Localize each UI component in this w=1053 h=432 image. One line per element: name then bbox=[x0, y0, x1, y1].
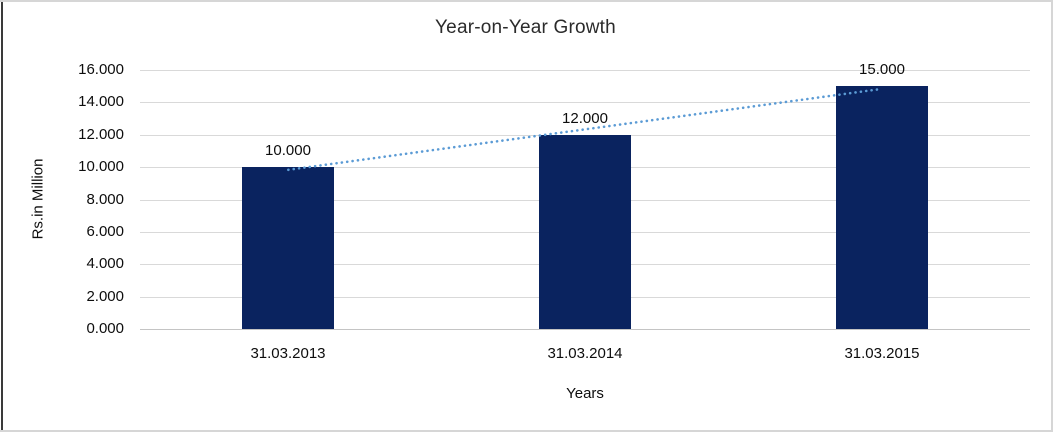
gridline bbox=[140, 102, 1030, 103]
bar-value-label: 12.000 bbox=[562, 110, 608, 127]
x-axis-title: Years bbox=[566, 385, 604, 402]
trendline-layer bbox=[287, 87, 883, 172]
y-tick-label: 2.000 bbox=[86, 288, 124, 305]
gridline bbox=[140, 70, 1030, 71]
left-border-line bbox=[1, 2, 3, 430]
linear-trendline bbox=[287, 87, 883, 172]
bar-31.03.2013 bbox=[242, 167, 334, 329]
x-category-label: 31.03.2013 bbox=[250, 345, 326, 362]
x-category-label: 31.03.2015 bbox=[844, 345, 920, 362]
y-tick-label: 6.000 bbox=[86, 223, 124, 240]
y-tick-label: 14.000 bbox=[78, 93, 124, 110]
chart-title: Year-on-Year Growth bbox=[435, 17, 616, 38]
x-axis-line bbox=[140, 329, 1030, 330]
y-tick-label: 0.000 bbox=[86, 320, 124, 337]
bar-value-label: 15.000 bbox=[859, 61, 905, 78]
y-tick-label: 8.000 bbox=[86, 191, 124, 208]
y-tick-label: 4.000 bbox=[86, 255, 124, 272]
y-tick-label: 16.000 bbox=[78, 61, 124, 78]
bar-value-label: 10.000 bbox=[265, 142, 311, 159]
bar-31.03.2015 bbox=[836, 86, 928, 329]
plot-area: 10.000 12.000 15.000 bbox=[140, 61, 1030, 330]
bar-31.03.2014 bbox=[539, 135, 631, 329]
x-category-label: 31.03.2014 bbox=[547, 345, 623, 362]
y-tick-label: 12.000 bbox=[78, 126, 124, 143]
y-tick-label: 10.000 bbox=[78, 158, 124, 175]
